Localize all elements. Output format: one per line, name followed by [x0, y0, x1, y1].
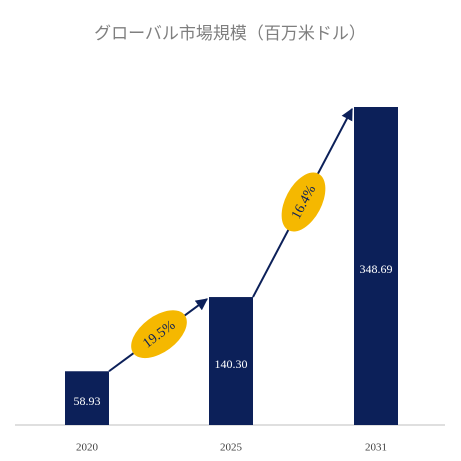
bar	[354, 107, 398, 425]
value-label: 140.30	[215, 357, 248, 371]
value-label: 348.69	[360, 262, 393, 276]
cagr-ellipse	[131, 310, 187, 359]
x-tick-label: 2031	[365, 442, 387, 454]
cagr-badge: 19.5%	[131, 310, 187, 359]
x-tick-label: 2020	[76, 442, 99, 454]
x-tick-label: 2025	[220, 442, 243, 454]
value-label: 58.93	[74, 394, 101, 408]
bar	[65, 371, 109, 425]
chart-title: グローバル市場規模（百万米ドル）	[94, 24, 366, 43]
cagr-ellipse	[281, 172, 326, 232]
bar	[209, 297, 253, 425]
cagr-badge: 16.4%	[281, 172, 326, 232]
